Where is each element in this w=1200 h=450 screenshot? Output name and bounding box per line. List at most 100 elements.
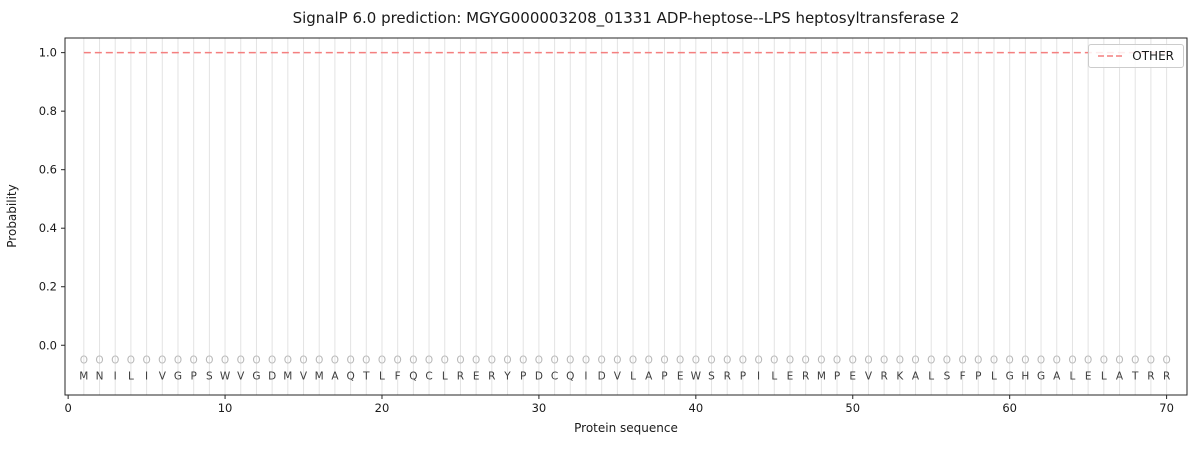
svg-text:O: O: [252, 354, 260, 366]
svg-text:V: V: [300, 370, 308, 382]
svg-text:O: O: [1115, 354, 1123, 366]
svg-text:I: I: [757, 370, 760, 382]
svg-text:T: T: [1131, 370, 1139, 382]
svg-text:O: O: [315, 354, 323, 366]
svg-text:V: V: [159, 370, 167, 382]
svg-text:O: O: [566, 354, 574, 366]
svg-text:E: E: [787, 370, 794, 382]
svg-text:O: O: [1053, 354, 1061, 366]
svg-text:O: O: [80, 354, 88, 366]
svg-text:30: 30: [532, 401, 547, 415]
svg-text:R: R: [880, 370, 887, 382]
svg-text:Q: Q: [566, 370, 574, 382]
svg-text:O: O: [299, 354, 307, 366]
svg-text:O: O: [237, 354, 245, 366]
svg-text:G: G: [252, 370, 260, 382]
svg-text:P: P: [661, 370, 667, 382]
svg-text:V: V: [865, 370, 873, 382]
svg-text:R: R: [1163, 370, 1170, 382]
svg-text:C: C: [551, 370, 558, 382]
svg-text:O: O: [284, 354, 292, 366]
svg-text:P: P: [520, 370, 526, 382]
legend-dashed-line-icon: [1098, 55, 1125, 57]
svg-text:T: T: [362, 370, 370, 382]
svg-text:O: O: [503, 354, 511, 366]
svg-text:O: O: [582, 354, 590, 366]
svg-text:I: I: [145, 370, 148, 382]
svg-text:O: O: [1100, 354, 1108, 366]
svg-text:O: O: [676, 354, 684, 366]
svg-text:I: I: [114, 370, 117, 382]
svg-text:M: M: [817, 370, 826, 382]
svg-text:G: G: [1006, 370, 1014, 382]
svg-text:A: A: [912, 370, 920, 382]
svg-text:E: E: [1085, 370, 1092, 382]
svg-text:L: L: [928, 370, 934, 382]
svg-text:O: O: [1131, 354, 1139, 366]
svg-text:60: 60: [1002, 401, 1017, 415]
svg-text:O: O: [864, 354, 872, 366]
svg-text:D: D: [268, 370, 276, 382]
svg-text:N: N: [96, 370, 104, 382]
svg-text:O: O: [535, 354, 543, 366]
svg-text:O: O: [943, 354, 951, 366]
svg-text:O: O: [378, 354, 386, 366]
svg-text:O: O: [111, 354, 119, 366]
svg-text:40: 40: [689, 401, 704, 415]
svg-text:O: O: [394, 354, 402, 366]
svg-text:O: O: [833, 354, 841, 366]
svg-text:O: O: [896, 354, 904, 366]
svg-text:O: O: [707, 354, 715, 366]
svg-text:O: O: [221, 354, 229, 366]
svg-text:O: O: [1021, 354, 1029, 366]
y-tick-labels: 0.0 0.2 0.4 0.6 0.8 1.0: [39, 46, 65, 352]
svg-text:W: W: [220, 370, 231, 382]
svg-text:S: S: [944, 370, 951, 382]
svg-text:O: O: [95, 354, 103, 366]
svg-text:O: O: [911, 354, 919, 366]
svg-text:O: O: [519, 354, 527, 366]
svg-text:O: O: [770, 354, 778, 366]
svg-text:O: O: [268, 354, 276, 366]
chart-title: SignalP 6.0 prediction: MGYG000003208_01…: [292, 9, 960, 27]
svg-text:0: 0: [64, 401, 71, 415]
svg-text:0.6: 0.6: [39, 163, 57, 177]
svg-text:L: L: [1101, 370, 1107, 382]
svg-text:O: O: [346, 354, 354, 366]
svg-text:O: O: [802, 354, 810, 366]
svg-text:R: R: [802, 370, 809, 382]
svg-text:20: 20: [375, 401, 390, 415]
svg-text:O: O: [613, 354, 621, 366]
svg-text:O: O: [472, 354, 480, 366]
svg-text:O: O: [158, 354, 166, 366]
svg-text:O: O: [660, 354, 668, 366]
svg-text:Q: Q: [346, 370, 354, 382]
svg-text:O: O: [990, 354, 998, 366]
svg-text:O: O: [645, 354, 653, 366]
svg-text:C: C: [425, 370, 432, 382]
svg-text:M: M: [315, 370, 324, 382]
svg-text:O: O: [849, 354, 857, 366]
svg-text:S: S: [708, 370, 715, 382]
svg-text:O: O: [174, 354, 182, 366]
svg-text:R: R: [1147, 370, 1154, 382]
svg-text:1.0: 1.0: [39, 46, 57, 60]
legend-label-other: OTHER: [1132, 49, 1174, 63]
svg-text:O: O: [425, 354, 433, 366]
svg-text:K: K: [896, 370, 904, 382]
svg-text:O: O: [786, 354, 794, 366]
svg-text:I: I: [584, 370, 587, 382]
svg-text:A: A: [1053, 370, 1061, 382]
svg-text:D: D: [535, 370, 543, 382]
svg-text:P: P: [975, 370, 981, 382]
svg-text:D: D: [598, 370, 606, 382]
svg-text:P: P: [740, 370, 746, 382]
svg-text:P: P: [834, 370, 840, 382]
svg-text:O: O: [1037, 354, 1045, 366]
svg-text:L: L: [630, 370, 636, 382]
svg-text:O: O: [441, 354, 449, 366]
svg-text:L: L: [991, 370, 997, 382]
svg-text:O: O: [754, 354, 762, 366]
